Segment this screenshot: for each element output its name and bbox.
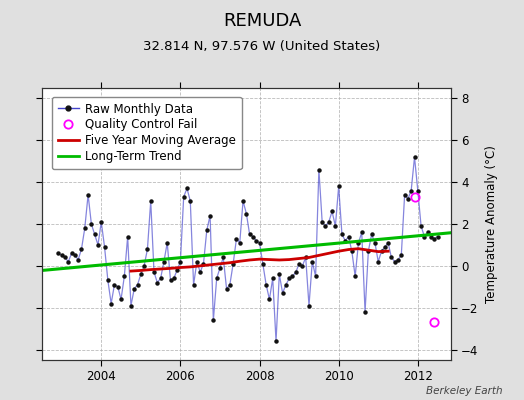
Text: 32.814 N, 97.576 W (United States): 32.814 N, 97.576 W (United States) [144, 40, 380, 53]
Text: REMUDA: REMUDA [223, 12, 301, 30]
Y-axis label: Temperature Anomaly (°C): Temperature Anomaly (°C) [485, 145, 498, 303]
Text: Berkeley Earth: Berkeley Earth [427, 386, 503, 396]
Legend: Raw Monthly Data, Quality Control Fail, Five Year Moving Average, Long-Term Tren: Raw Monthly Data, Quality Control Fail, … [52, 97, 242, 169]
